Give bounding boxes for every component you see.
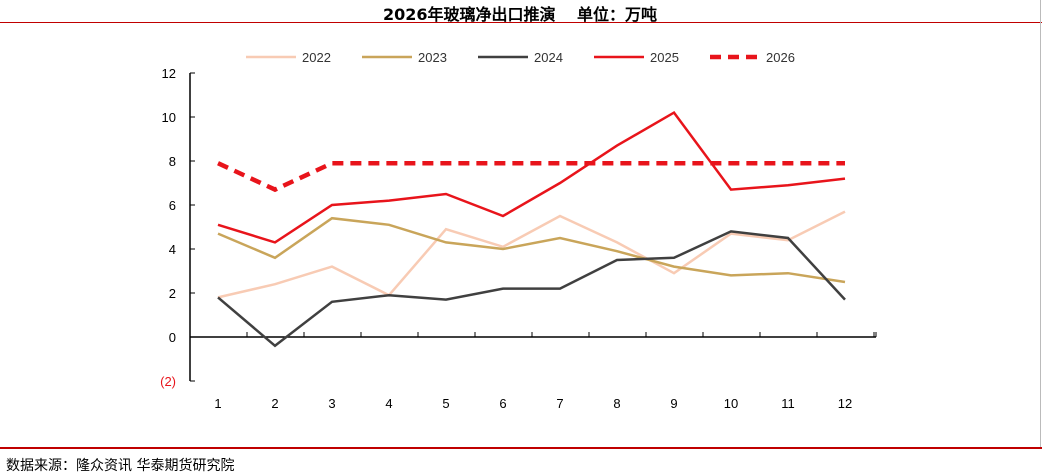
legend-label-2024: 2024 (534, 50, 563, 65)
legend-label-2025: 2025 (650, 50, 679, 65)
footer-divider (0, 447, 1042, 449)
chart-title: 2026年玻璃净出口推演 单位：万吨 (382, 5, 658, 24)
series-line-2024 (217, 230, 846, 348)
y-tick-label: 4 (169, 242, 176, 257)
y-tick-label: 6 (169, 198, 176, 213)
y-tick-label: 0 (169, 330, 176, 345)
series-line-2022 (217, 210, 846, 299)
x-tick-label: 12 (838, 396, 852, 411)
y-tick-label: 2 (169, 286, 176, 301)
x-tick-label: 2 (271, 396, 278, 411)
x-tick-label: 4 (385, 396, 392, 411)
y-tick-label: 10 (162, 110, 176, 125)
x-tick-label: 1 (214, 396, 221, 411)
series-line-2025 (217, 110, 846, 244)
x-tick-label: 5 (442, 396, 449, 411)
y-tick-label: 8 (169, 154, 176, 169)
source-note: 数据来源：隆众资讯 华泰期货研究院 (6, 458, 235, 474)
x-tick-label: 7 (556, 396, 563, 411)
y-tick-label: 12 (162, 66, 176, 81)
right-border (1040, 0, 1041, 448)
x-tick-label: 3 (328, 396, 335, 411)
legend-label-2026: 2026 (766, 50, 795, 65)
x-tick-label: 6 (499, 396, 506, 411)
legend-label-2023: 2023 (418, 50, 447, 65)
legend-label-2022: 2022 (302, 50, 331, 65)
x-tick-label: 10 (724, 396, 738, 411)
series-line-2026 (217, 160, 845, 193)
x-tick-label: 9 (670, 396, 677, 411)
x-tick-label: 11 (781, 396, 795, 411)
x-tick-label: 8 (613, 396, 620, 411)
title-divider (0, 22, 1042, 23)
series-line-2023 (217, 216, 846, 284)
y-tick-label: (2) (160, 374, 176, 389)
